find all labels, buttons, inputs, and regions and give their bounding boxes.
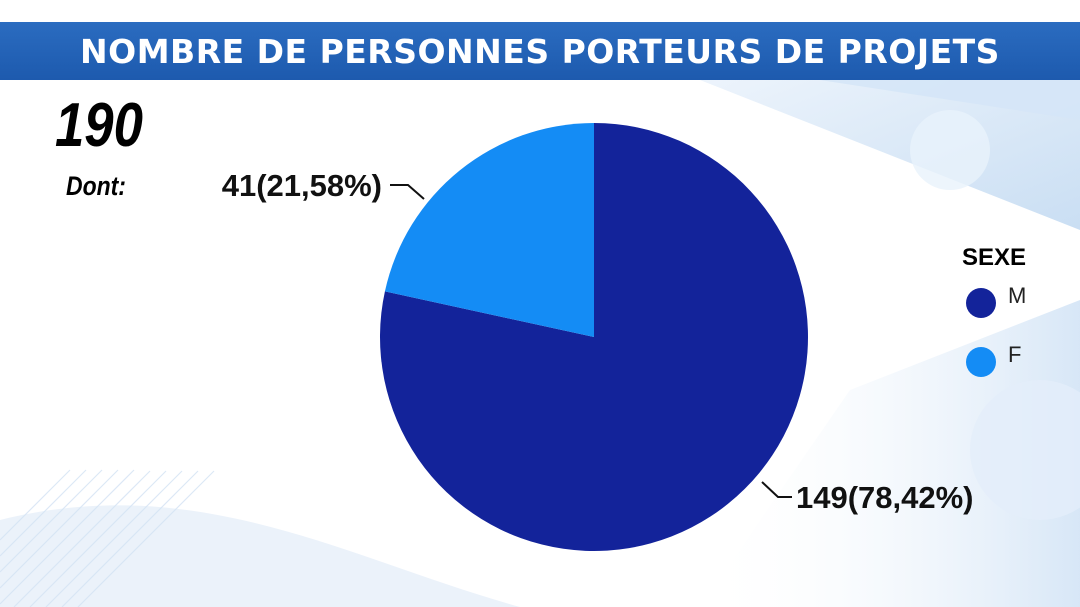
total-count: 190 <box>55 91 143 160</box>
pie-leader-lines <box>390 184 792 498</box>
pie-slices <box>379 123 808 551</box>
legend-title: SEXE <box>962 244 1027 271</box>
pie-slice-f <box>384 123 594 337</box>
slice-label-f: 41(21,58%) <box>222 168 382 203</box>
leader-line-f <box>390 184 425 200</box>
legend: SEXE M F <box>962 244 1062 377</box>
legend-label-f: F <box>1008 342 1022 367</box>
title-bar: NOMBRE DE PERSONNES PORTEURS DE PROJETS <box>0 22 1080 80</box>
pie-slice-m <box>379 123 808 551</box>
legend-item-f: F <box>966 342 1021 377</box>
chart-title: NOMBRE DE PERSONNES PORTEURS DE PROJETS <box>80 31 1000 71</box>
legend-item-m: M <box>966 283 1026 318</box>
legend-label-m: M <box>1008 283 1027 308</box>
legend-swatch-m <box>966 288 996 318</box>
slice-label-m: 149(78,42%) <box>796 480 974 515</box>
leader-line-m <box>761 481 792 498</box>
legend-swatch-f <box>966 347 996 377</box>
dont-label: Dont: <box>66 171 126 201</box>
